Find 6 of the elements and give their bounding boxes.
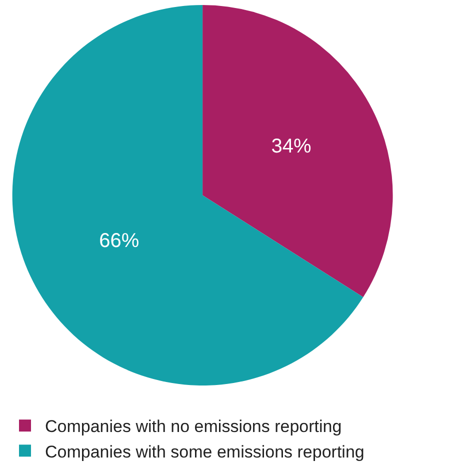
pie-slice <box>202 5 392 298</box>
legend-label: Companies with some emissions reporting <box>45 442 364 462</box>
pie-slice <box>12 5 364 386</box>
legend-label: Companies with no emissions reporting <box>45 417 342 436</box>
data-label: 66% <box>99 230 140 252</box>
data-label: 34% <box>271 135 312 158</box>
